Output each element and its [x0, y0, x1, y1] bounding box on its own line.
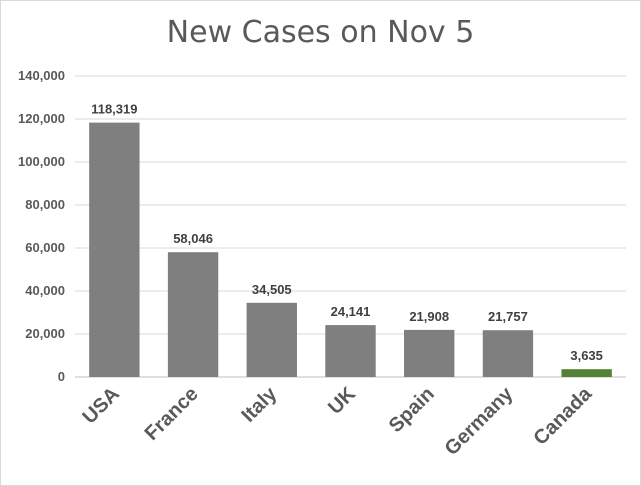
data-label: 21,757	[488, 309, 528, 324]
x-tick-label: UK	[324, 383, 360, 419]
x-tick-label: France	[141, 383, 203, 445]
data-label: 58,046	[173, 231, 213, 246]
y-tick-label: 60,000	[25, 240, 65, 255]
bar-canada	[561, 369, 612, 377]
bar-italy	[246, 302, 297, 377]
data-label: 3,635	[570, 348, 603, 363]
y-tick-label: 80,000	[25, 197, 65, 212]
y-tick-label: 100,000	[18, 154, 65, 169]
y-tick-label: 40,000	[25, 283, 65, 298]
y-tick-label: 20,000	[25, 326, 65, 341]
bar-france	[167, 252, 219, 377]
bar-uk	[325, 325, 376, 377]
y-tick-label: 140,000	[18, 68, 65, 83]
y-tick-label: 0	[58, 369, 65, 384]
data-label: 118,319	[91, 102, 137, 117]
bar-germany	[482, 330, 534, 377]
bar-usa	[89, 122, 140, 377]
bar-spain	[404, 329, 455, 377]
y-tick-label: 120,000	[18, 111, 65, 126]
data-label: 34,505	[252, 282, 292, 297]
data-label: 21,908	[409, 309, 449, 324]
x-tick-label: Canada	[530, 382, 597, 449]
x-tick-label: Spain	[385, 383, 439, 437]
data-label: 24,141	[331, 304, 371, 319]
chart-title: New Cases on Nov 5	[166, 15, 475, 50]
x-tick-label: USA	[78, 383, 123, 428]
x-tick-label: Germany	[441, 382, 518, 459]
x-tick-label: Italy	[237, 382, 281, 426]
